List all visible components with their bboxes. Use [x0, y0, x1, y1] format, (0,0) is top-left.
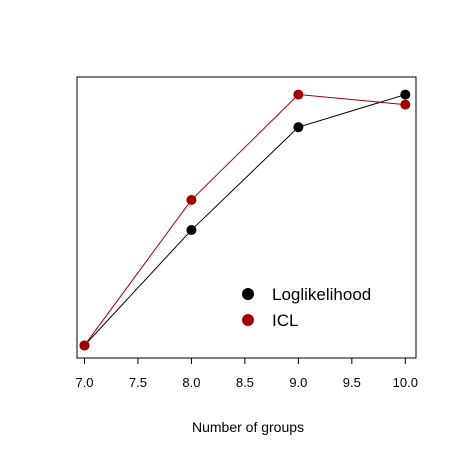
x-tick-label: 10.0: [393, 375, 418, 390]
x-tick-label: 9.0: [289, 375, 307, 390]
data-point-icl: [186, 194, 197, 205]
plot-frame: [76, 76, 417, 359]
x-tick-label: 8.5: [236, 375, 254, 390]
data-point-icl: [79, 340, 90, 351]
x-axis: 7.0 7.5 8.0 8.5 9.0 9.5 10.0: [75, 358, 418, 390]
data-point-loglikelihood: [293, 122, 304, 133]
series-line-icl: [84, 94, 406, 346]
series-layer: [79, 89, 411, 351]
data-point-icl: [400, 99, 411, 110]
data-point-loglikelihood: [186, 225, 197, 236]
legend: Loglikelihood ICL: [242, 285, 371, 330]
legend-label-icl: ICL: [272, 311, 298, 330]
x-tick-label: 9.5: [343, 375, 361, 390]
legend-label-loglikelihood: Loglikelihood: [272, 285, 371, 304]
data-point-icl: [293, 89, 304, 100]
x-axis-title: Number of groups: [192, 419, 304, 435]
x-tick-label: 8.0: [182, 375, 200, 390]
data-point-loglikelihood: [400, 89, 411, 100]
legend-marker-loglikelihood: [242, 288, 254, 300]
series-line-loglikelihood: [84, 94, 406, 346]
x-tick-label: 7.5: [129, 375, 147, 390]
x-tick-label: 7.0: [75, 375, 93, 390]
legend-marker-icl: [242, 314, 254, 326]
